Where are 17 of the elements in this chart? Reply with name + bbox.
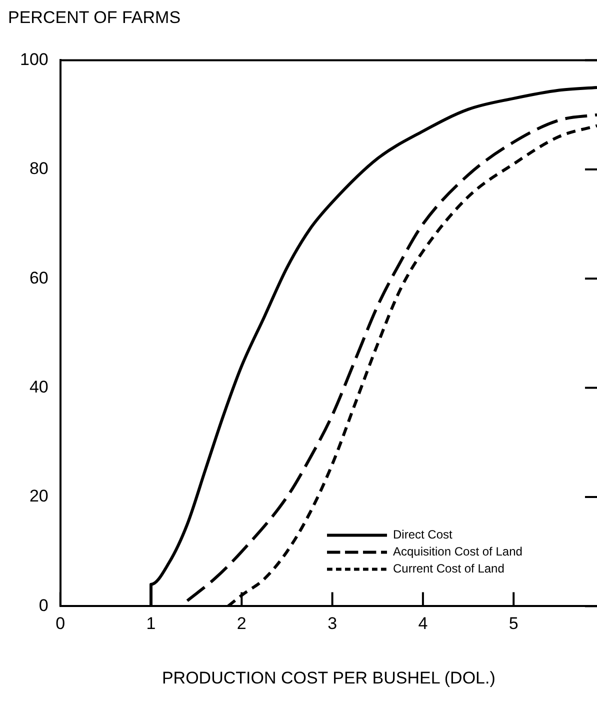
- y-tick-label: 0: [38, 596, 48, 615]
- y-axis-title: PERCENT OF FARMS: [8, 8, 182, 28]
- x-tick-label: 4: [418, 614, 428, 634]
- y-tick-label: 100: [20, 50, 48, 69]
- x-tick-label: 2: [236, 614, 246, 634]
- y-tick-label: 20: [29, 486, 48, 506]
- x-tick-label: 3: [328, 614, 338, 634]
- y-tick-label: 40: [29, 377, 48, 396]
- legend-label: Acquisition Cost of Land: [393, 544, 522, 559]
- legend-label: Direct Cost: [393, 528, 454, 542]
- legend-label: Current Cost of Land: [393, 562, 504, 576]
- x-tick-label: 0: [56, 614, 66, 634]
- x-tick-label: 5: [508, 614, 518, 634]
- x-axis-title: PRODUCTION COST PER BUSHEL (DOL.): [162, 668, 496, 688]
- y-tick-label: 60: [29, 268, 48, 288]
- x-tick-label: 1: [146, 614, 156, 634]
- y-tick-label: 80: [29, 159, 48, 178]
